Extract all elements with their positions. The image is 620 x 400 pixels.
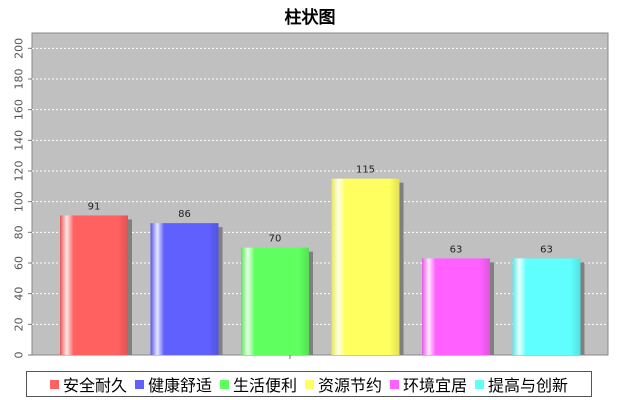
y-axis: 0 20 40 60 80 100 120 140 160 180 200 — [13, 38, 291, 359]
bar-1 — [60, 215, 128, 355]
bar-2 — [150, 223, 219, 355]
y-tick-label: 80 — [13, 225, 26, 239]
y-tick-label: 160 — [13, 99, 26, 120]
legend: 安全耐久 健康舒适 生活便利 资源节约 环境宜居 提高与创新 — [26, 371, 592, 397]
legend-swatch — [219, 379, 229, 389]
y-tick-label: 60 — [13, 256, 26, 270]
data-label: 63 — [540, 244, 553, 255]
y-tick-label: 100 — [13, 191, 26, 212]
y-tick-label: 200 — [13, 38, 26, 59]
grid-lines — [32, 47, 608, 325]
data-label: 70 — [269, 234, 282, 245]
y-tick-label: 120 — [13, 161, 26, 182]
legend-swatch — [49, 379, 59, 389]
legend-swatch — [305, 379, 314, 389]
legend-label: 生活便利 — [232, 376, 297, 395]
legend-item: 健康舒适 — [134, 372, 212, 396]
legend-label: 健康舒适 — [147, 376, 212, 395]
data-label: 91 — [88, 201, 101, 212]
y-tick-label: 20 — [13, 317, 26, 331]
bar-5 — [422, 258, 490, 355]
legend-swatch — [475, 379, 485, 389]
legend-label: 资源节约 — [318, 376, 383, 395]
y-tick-label: 40 — [13, 287, 26, 301]
legend-label: 安全耐久 — [62, 376, 127, 395]
data-label: 63 — [450, 244, 463, 255]
legend-label: 环境宜居 — [403, 376, 468, 395]
legend-swatch — [134, 379, 144, 389]
bar-4 — [331, 178, 400, 355]
legend-item: 提高与创新 — [475, 372, 568, 396]
data-label: 86 — [178, 209, 191, 220]
bar-6 — [512, 258, 581, 355]
bar-3 — [241, 247, 309, 355]
bars — [60, 178, 585, 355]
legend-label: 提高与创新 — [488, 376, 569, 395]
legend-item: 生活便利 — [219, 372, 297, 396]
data-label: 115 — [356, 165, 375, 176]
y-tick-label: 140 — [13, 130, 26, 151]
y-tick-label: 180 — [13, 69, 26, 90]
legend-item: 安全耐久 — [49, 372, 127, 396]
y-tick-label: 0 — [13, 352, 26, 359]
legend-item: 环境宜居 — [390, 372, 467, 396]
legend-swatch — [390, 379, 400, 389]
chart-title: 柱状图 — [284, 8, 336, 28]
data-labels: 91 86 70 115 63 63 — [88, 165, 553, 256]
legend-item: 资源节约 — [305, 372, 382, 396]
